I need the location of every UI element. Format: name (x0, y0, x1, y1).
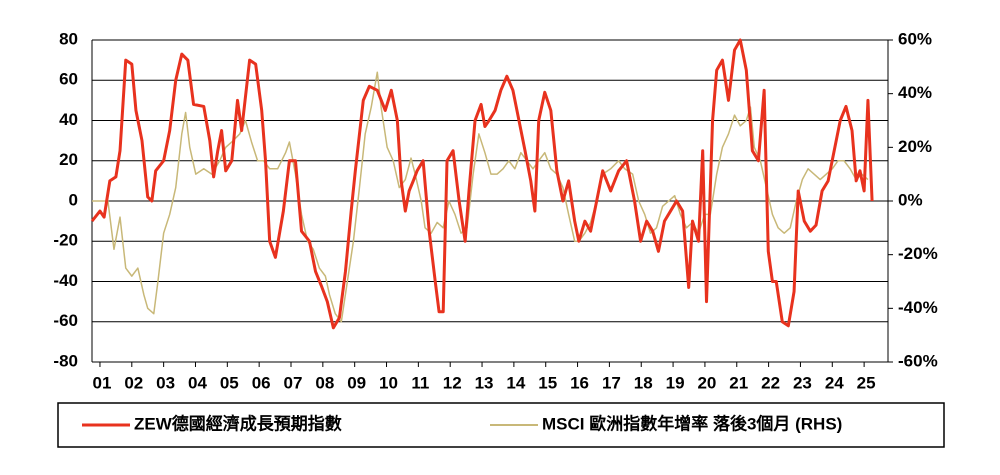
y-tick-label: -80 (53, 351, 78, 370)
x-tick-label: 03 (156, 373, 175, 392)
x-tick-label: 10 (379, 373, 398, 392)
y2-tick-label: 40% (898, 83, 932, 102)
y2-tick-label: -20% (898, 244, 938, 263)
x-tick-label: 25 (857, 373, 876, 392)
y-tick-label: 40 (59, 110, 78, 129)
legend-box (57, 402, 945, 448)
y-tick-label: 60 (59, 70, 78, 89)
x-tick-label: 22 (761, 373, 780, 392)
y-tick-label: 80 (59, 29, 78, 48)
y-tick-label: -40 (53, 271, 78, 290)
y-tick-label: 0 (69, 190, 78, 209)
y-tick-label: 20 (59, 150, 78, 169)
y2-tick-label: -40% (898, 298, 938, 317)
x-tick-label: 11 (411, 373, 429, 392)
x-tick-label: 08 (315, 373, 334, 392)
x-tick-label: 17 (602, 373, 621, 392)
x-tick-label: 18 (634, 373, 653, 392)
y2-tick-label: 20% (898, 137, 932, 156)
legend-label: MSCI 歐洲指數年增率 落後3個月 (RHS) (542, 413, 842, 433)
x-tick-label: 04 (188, 373, 207, 392)
x-tick-label: 19 (666, 373, 685, 392)
x-tick-label: 06 (252, 373, 271, 392)
x-tick-label: 13 (475, 373, 494, 392)
legend-label: ZEW德國經濟成長預期指數 (134, 413, 342, 433)
series-line (92, 71, 869, 323)
y2-tick-label: 60% (898, 29, 932, 48)
x-tick-label: 01 (92, 373, 111, 392)
x-tick-label: 05 (220, 373, 239, 392)
x-tick-label: 15 (538, 373, 557, 392)
x-tick-label: 20 (697, 373, 716, 392)
x-tick-label: 12 (443, 373, 462, 392)
x-tick-label: 02 (124, 373, 143, 392)
y2-tick-label: -60% (898, 351, 938, 370)
x-tick-label: 24 (825, 373, 844, 392)
x-tick-label: 09 (347, 373, 366, 392)
x-tick-label: 23 (793, 373, 812, 392)
x-tick-label: 21 (729, 373, 748, 392)
x-tick-label: 16 (570, 373, 589, 392)
x-tick-label: 14 (506, 373, 525, 392)
x-tick-label: 07 (284, 373, 303, 392)
y-tick-label: -20 (53, 231, 78, 250)
y2-tick-label: 0% (898, 190, 923, 209)
y-tick-label: -60 (53, 311, 78, 330)
series-line (90, 38, 874, 330)
